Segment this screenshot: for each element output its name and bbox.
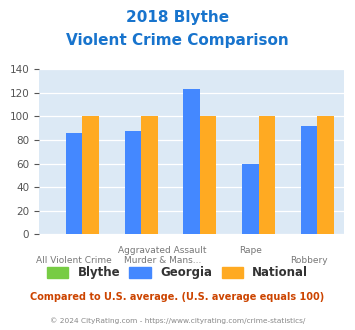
Legend: Blythe, Georgia, National: Blythe, Georgia, National — [42, 262, 313, 284]
Bar — [317, 116, 334, 234]
Text: Robbery: Robbery — [290, 255, 328, 265]
Text: Violent Crime Comparison: Violent Crime Comparison — [66, 33, 289, 48]
Bar — [66, 133, 82, 234]
Text: Murder & Mans...: Murder & Mans... — [124, 255, 201, 265]
Bar — [301, 126, 317, 234]
Bar — [125, 131, 141, 234]
Text: Compared to U.S. average. (U.S. average equals 100): Compared to U.S. average. (U.S. average … — [31, 292, 324, 302]
Text: All Violent Crime: All Violent Crime — [37, 255, 112, 265]
Bar — [141, 116, 158, 234]
Bar — [259, 116, 275, 234]
Text: © 2024 CityRating.com - https://www.cityrating.com/crime-statistics/: © 2024 CityRating.com - https://www.city… — [50, 317, 305, 324]
Text: Aggravated Assault: Aggravated Assault — [118, 246, 207, 255]
Text: Rape: Rape — [239, 246, 262, 255]
Bar — [242, 164, 259, 234]
Bar — [82, 116, 99, 234]
Text: 2018 Blythe: 2018 Blythe — [126, 10, 229, 25]
Bar — [200, 116, 216, 234]
Bar — [184, 89, 200, 234]
